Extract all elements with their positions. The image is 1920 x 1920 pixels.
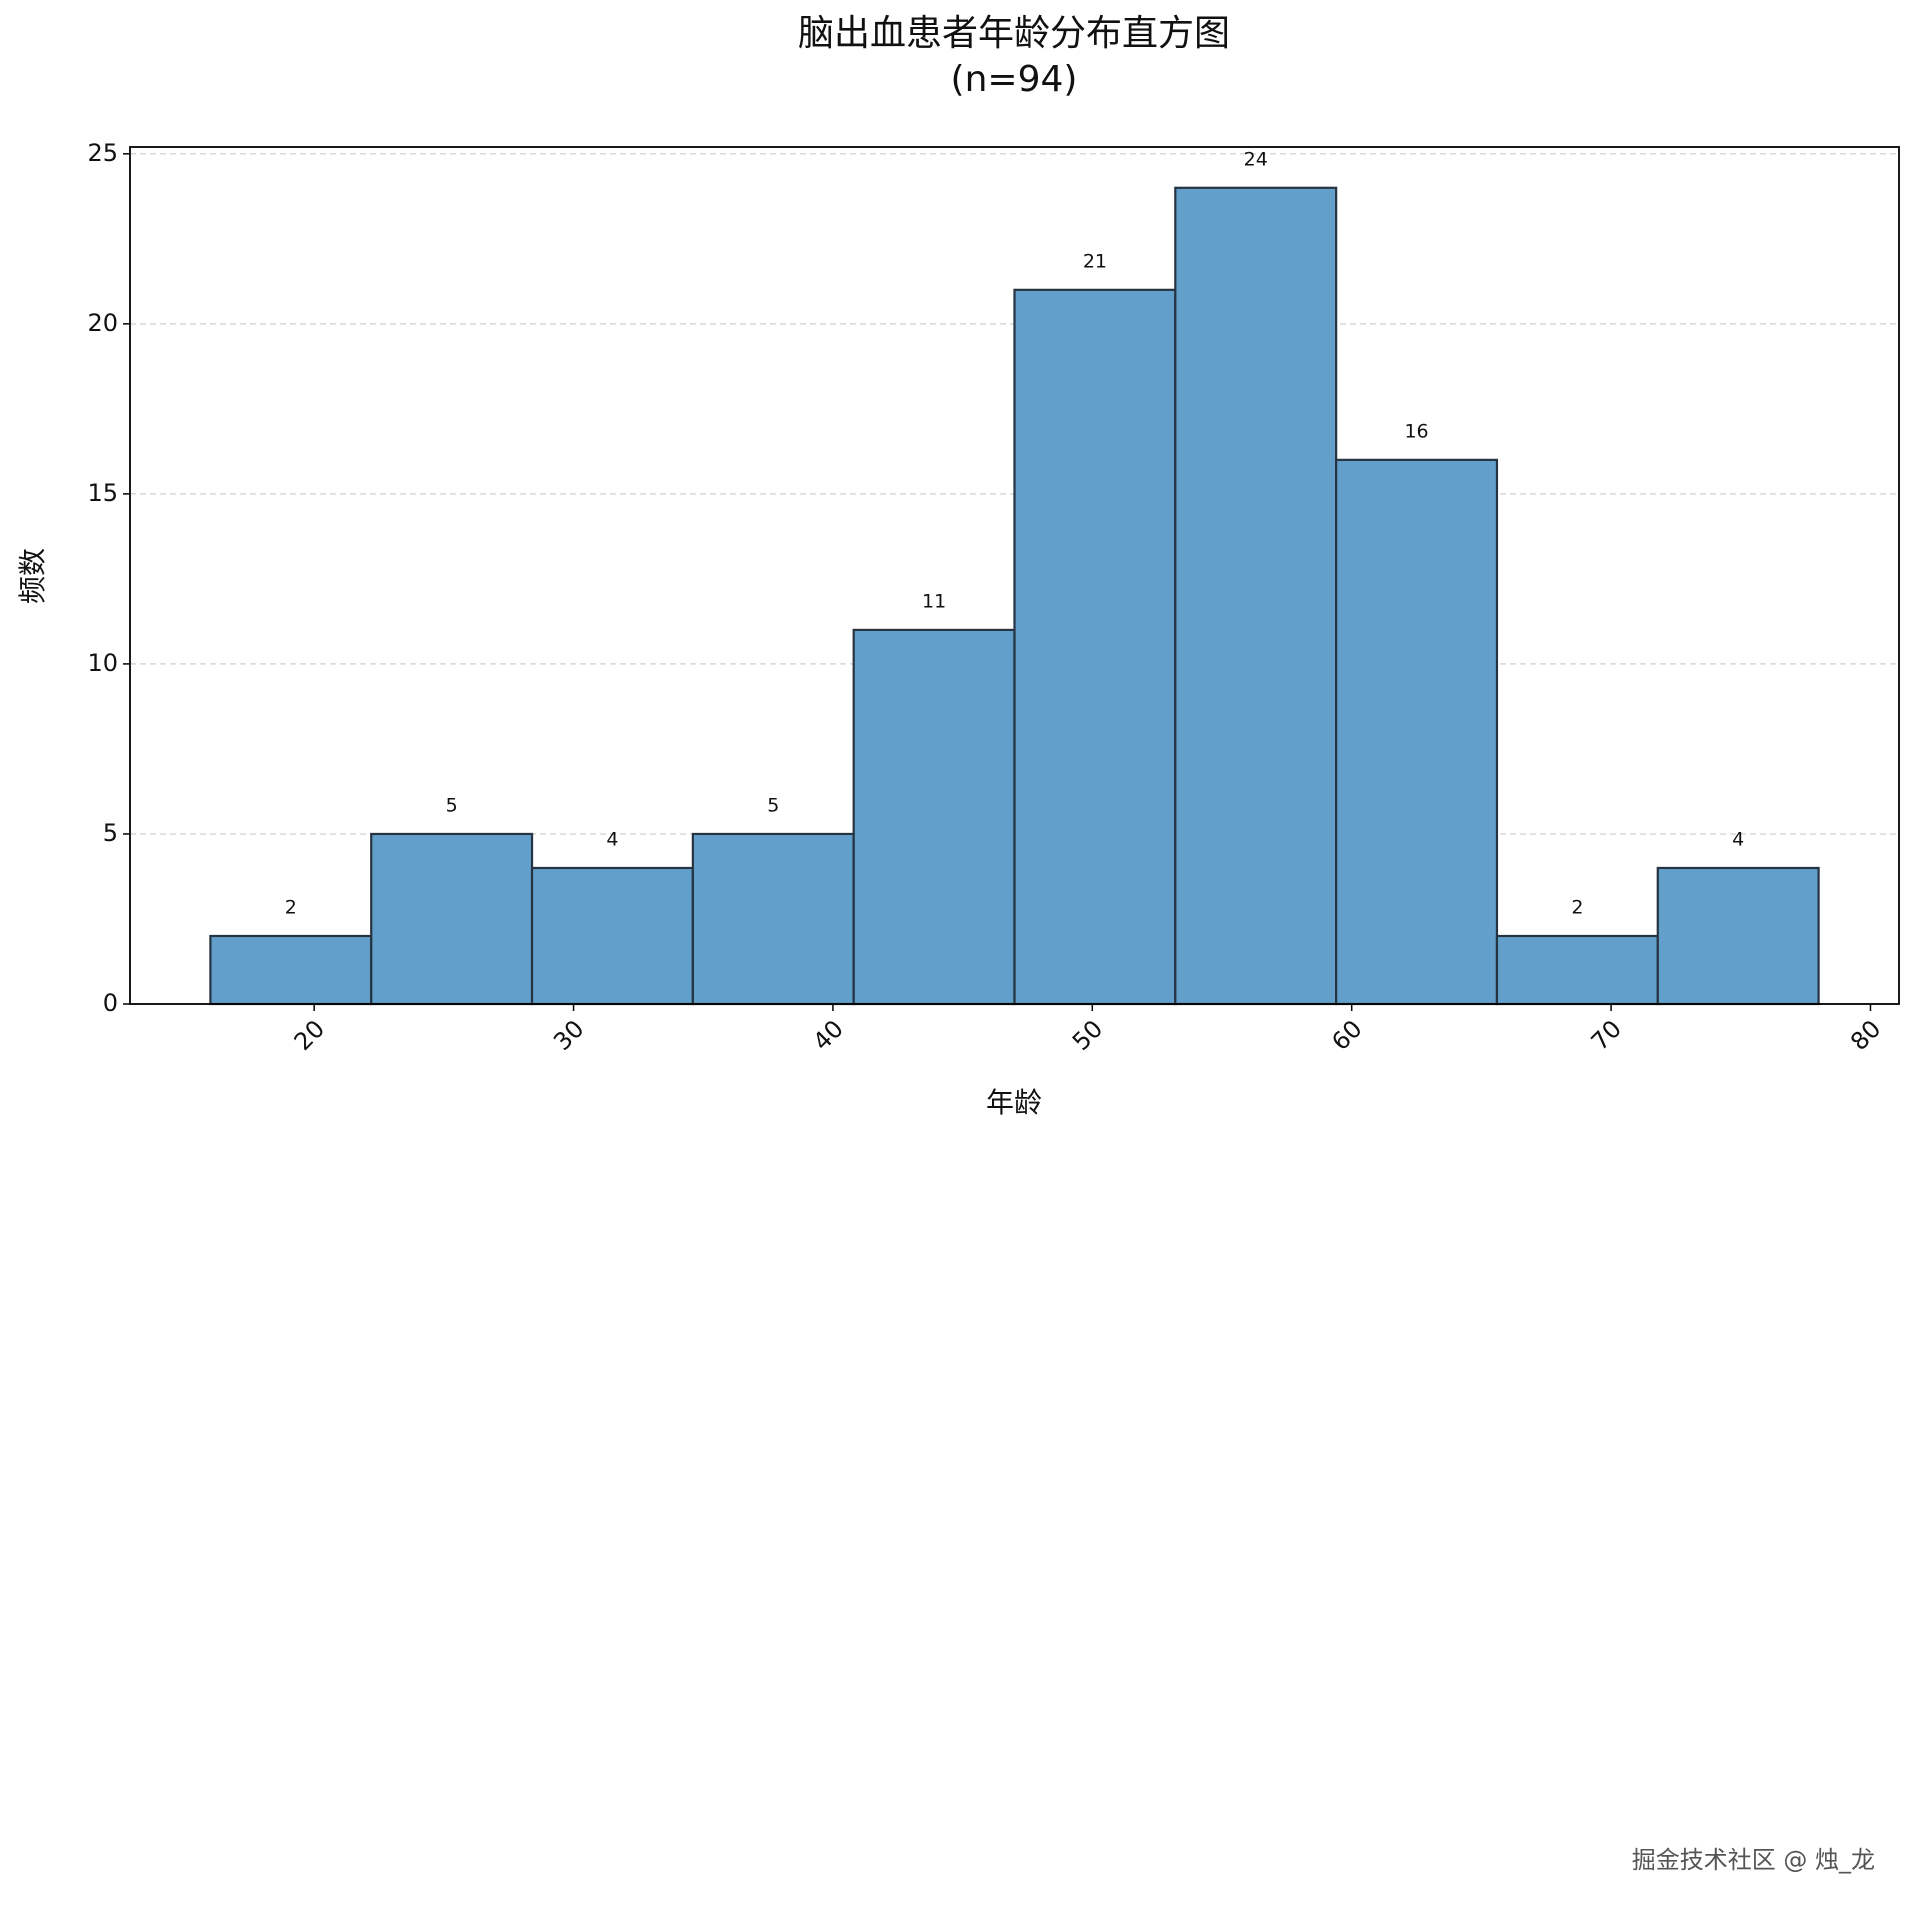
- x-tick-label: 80: [1845, 1015, 1886, 1056]
- value-label: 4: [1732, 828, 1744, 850]
- watermark: 掘金技术社区 @ 烛_龙: [1632, 1846, 1875, 1874]
- bar: [1656, 866, 1820, 1006]
- bar: [1495, 934, 1659, 1006]
- x-tick-label: 30: [548, 1015, 589, 1056]
- bar: [370, 832, 534, 1006]
- chart-subtitle: (n=94): [951, 59, 1078, 100]
- bar: [530, 866, 694, 1006]
- value-label: 16: [1404, 420, 1428, 442]
- bar: [1174, 186, 1338, 1006]
- x-tick-label: 60: [1326, 1015, 1367, 1056]
- plot-frame: [129, 146, 1900, 1005]
- y-tick-label: 20: [87, 309, 118, 337]
- y-tick-label: 5: [103, 819, 118, 847]
- bar: [852, 628, 1016, 1006]
- y-tick-label: 25: [87, 139, 118, 167]
- value-label: 4: [606, 828, 618, 850]
- x-tick-label: 20: [289, 1015, 330, 1056]
- value-label: 5: [767, 794, 779, 816]
- chart-title: 脑出血患者年龄分布直方图: [798, 13, 1230, 54]
- bar: [1335, 458, 1499, 1006]
- x-tick-label: 40: [808, 1015, 849, 1056]
- bar: [691, 832, 855, 1006]
- y-tick-label: 0: [103, 989, 118, 1017]
- bar: [1013, 288, 1177, 1006]
- x-tick-label: 50: [1067, 1015, 1108, 1056]
- value-label: 2: [1571, 896, 1583, 918]
- bar: [209, 934, 373, 1006]
- x-tick-label: 70: [1586, 1015, 1627, 1056]
- value-label: 11: [922, 590, 946, 612]
- value-label: 24: [1244, 148, 1268, 170]
- y-axis-label: 频数: [16, 548, 49, 604]
- x-axis-label: 年龄: [986, 1086, 1042, 1119]
- y-tick-label: 15: [87, 479, 118, 507]
- value-label: 5: [446, 794, 458, 816]
- value-label: 21: [1083, 250, 1107, 272]
- y-tick-label: 10: [87, 649, 118, 677]
- value-label: 2: [285, 896, 297, 918]
